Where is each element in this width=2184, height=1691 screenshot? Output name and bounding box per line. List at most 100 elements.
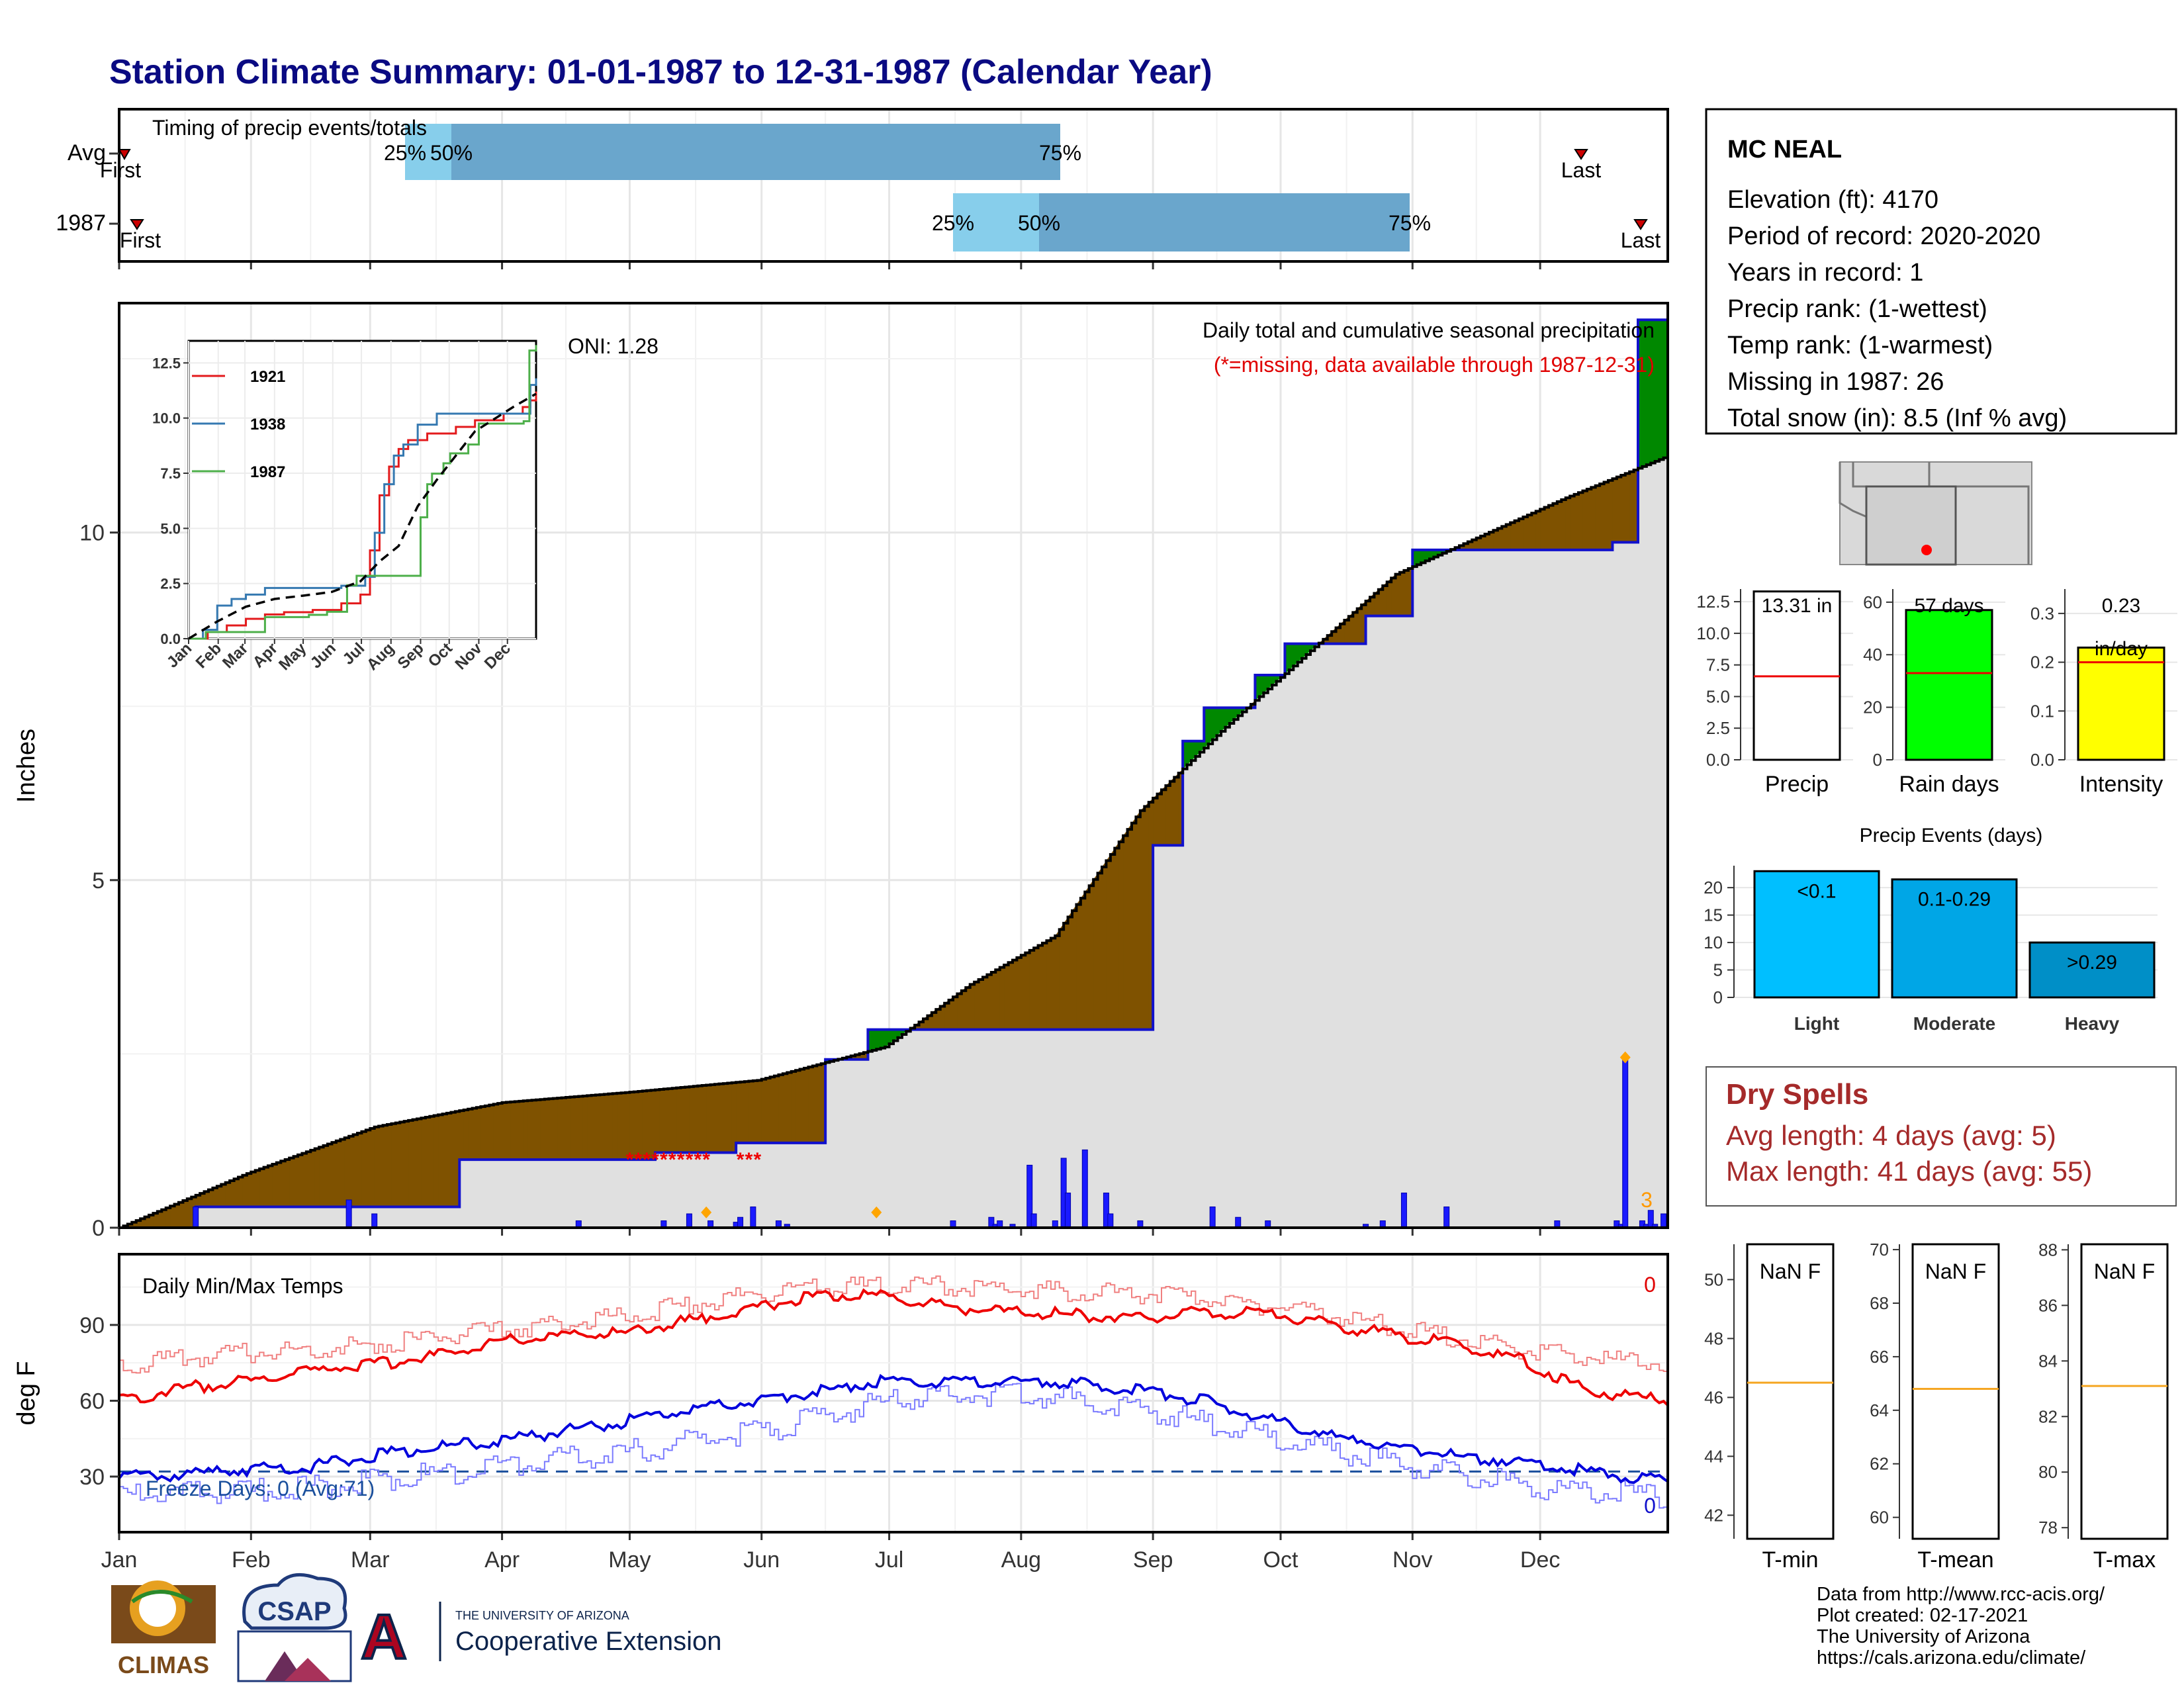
cumulative-difference-area [1400,570,1405,616]
cumulative-difference-area [1629,470,1635,543]
cumulative-difference-area [1582,488,1588,550]
temp-ytick-label: 60 [79,1389,105,1414]
cumulative-difference-area [633,1091,639,1160]
cumulative-difference-area [238,1175,244,1207]
cumulative-difference-area [268,1164,273,1207]
cumulative-difference-area [796,1069,801,1143]
missing-data-marker: * [643,1149,651,1171]
avg-q2-bar [451,124,1060,180]
cumulative-difference-area [808,1066,813,1143]
cumulative-difference-area [246,1171,251,1207]
cumulative-difference-area [417,1118,422,1207]
cumulative-difference-area [1212,708,1218,740]
daily-precip-bar [1443,1206,1450,1228]
station-info-line: Years in record: 1 [1727,259,1923,287]
cumulative-difference-area [791,1070,796,1143]
month-label: Jul [875,1547,903,1573]
missing-data-marker: * [660,1149,668,1171]
daily-precip-bar [1235,1216,1242,1228]
avg-q1-bar [405,124,451,180]
cumulative-difference-area [1017,955,1022,1030]
climas-logo: CLIMAS [111,1580,216,1678]
page-title: Station Climate Summary: 01-01-1987 to 1… [109,53,1212,91]
cumulative-difference-area [596,1094,601,1160]
mini-bar-fill [1905,609,1993,761]
cumulative-difference-area [332,1140,337,1207]
avg-50-label: 50% [430,141,473,165]
cumulative-difference-area [1540,507,1545,550]
cumulative-difference-area [1118,835,1124,1030]
cumulative-difference-area [1169,777,1175,846]
cumulative-difference-area [663,1088,668,1153]
cumulative-difference-area [1497,526,1502,550]
cumulative-difference-area [621,1092,626,1160]
cumulative-difference-area [1651,320,1656,463]
cumulative-difference-area [161,1207,167,1228]
cumulative-difference-area [1259,674,1264,697]
cumulative-difference-area [451,1111,456,1207]
cumulative-difference-area [1034,945,1039,1030]
freeze-days-label: Freeze Days: 0 (Avg:71) [146,1477,375,1500]
cumulative-difference-area [383,1124,388,1207]
mini-bar-tick-label: 10.0 [1696,623,1730,643]
cumulative-difference-area [685,1086,690,1153]
cumulative-difference-area [1604,480,1609,550]
cumulative-difference-area [1080,891,1085,1030]
cumulative-difference-area [408,1119,414,1207]
station-info-line: Total snow (in): 8.5 (Inf % avg) [1727,404,2067,432]
inset-legend-label: 1921 [250,368,285,386]
temp-box-tick-label: 86 [2038,1295,2058,1315]
dry-spells-max: Max length: 41 days (avg: 55) [1726,1156,2092,1187]
cumulative-difference-area [698,1085,703,1153]
cumulative-difference-area [731,1082,737,1153]
cumulative-difference-area [1013,957,1018,1030]
cumulative-difference-area [948,997,954,1030]
cumulative-difference-area [259,1167,265,1207]
events-bar [1753,870,1880,999]
cumulative-difference-area [600,1094,605,1160]
cumulative-difference-area [1625,471,1630,543]
temp-box-value: NaN F [2094,1259,2155,1283]
month-label: Aug [1001,1547,1042,1573]
cumulative-difference-area [1187,741,1192,765]
cumulative-difference-area [1055,929,1060,1030]
temp-box-tick-label: 50 [1704,1269,1723,1289]
inset-series-line [189,378,537,640]
cumulative-difference-area [553,1098,558,1160]
cumulative-difference-area [421,1117,426,1207]
events-tick-label: 5 [1713,960,1723,980]
cumulative-difference-area [680,1087,686,1153]
inset-ytick-label: 2.5 [160,576,181,592]
missing-data-marker: * [745,1149,753,1171]
temp-box-tick-label: 62 [1870,1454,1889,1474]
min-count: 0 [1644,1494,1656,1518]
cumulative-difference-area [527,1100,533,1160]
cumulative-difference-area [1076,898,1081,1030]
avg-first-label: First [100,158,141,182]
cumulative-difference-area [165,1206,171,1228]
cumulative-difference-area [1221,708,1226,732]
cumulative-difference-area [179,1201,184,1228]
climas-logo-text: CLIMAS [118,1651,209,1678]
cumulative-difference-area [782,1072,788,1143]
temp-box-value: NaN F [1760,1259,1821,1283]
cumulative-difference-area [966,984,971,1030]
precip-ytick-label: 5 [92,868,105,893]
cumulative-difference-area [365,1128,371,1207]
precip-ytick-label: 0 [92,1216,105,1241]
cumulative-difference-area [289,1156,295,1207]
inset-series-line [189,391,537,640]
precip-ylabel: Inches [13,729,40,803]
month-label: Feb [232,1547,271,1573]
cumulative-difference-area [336,1139,341,1207]
missing-data-marker: * [737,1149,745,1171]
cumulative-difference-area [263,1165,269,1207]
temp-box-tick-label: 64 [1870,1400,1889,1420]
cumulative-difference-area [766,1077,771,1143]
month-label: Jun [743,1547,780,1573]
cumulative-difference-area [1561,498,1567,550]
cumulative-difference-area [1199,741,1205,753]
temp-box-tick-label: 68 [1870,1293,1889,1313]
cumulative-difference-area [272,1162,277,1207]
cumulative-difference-area [433,1115,439,1207]
